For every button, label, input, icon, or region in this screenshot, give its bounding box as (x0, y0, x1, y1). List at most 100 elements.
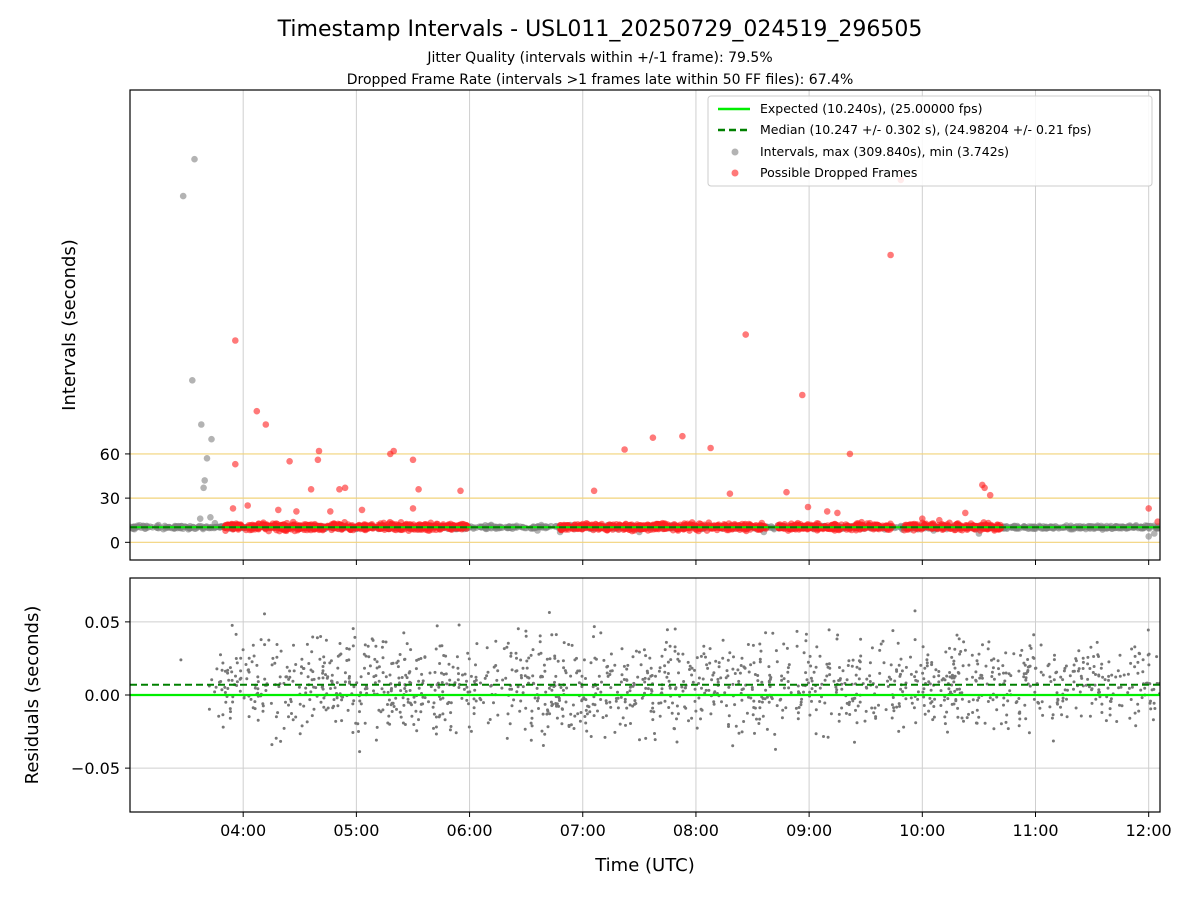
residual-point (838, 677, 842, 681)
residual-point (916, 679, 919, 683)
residual-point (743, 666, 747, 670)
residual-point (974, 678, 978, 682)
residual-point (329, 687, 332, 690)
residual-point (990, 658, 993, 662)
residual-point (745, 711, 749, 715)
residual-point (1100, 702, 1104, 706)
residual-point (553, 654, 557, 658)
residual-point (663, 648, 667, 652)
residual-point (1063, 666, 1067, 670)
residual-point (432, 712, 436, 716)
residual-point (709, 712, 713, 716)
residual-point (695, 726, 699, 730)
residual-point (1149, 699, 1152, 703)
residual-point (700, 686, 703, 690)
residual-point (486, 670, 490, 674)
residual-point (1127, 686, 1131, 690)
residual-point (962, 640, 966, 644)
residual-point (922, 677, 926, 681)
residual-point (789, 691, 793, 695)
residual-point (330, 673, 334, 677)
residual-point (558, 699, 561, 702)
residual-point (932, 715, 936, 719)
residual-point (469, 729, 473, 733)
residual-point (621, 716, 625, 720)
residual-point (270, 743, 274, 747)
residual-point (543, 732, 547, 736)
residual-point (835, 637, 839, 641)
residual-point (864, 709, 868, 713)
residual-point (631, 655, 635, 659)
residual-point (774, 747, 777, 751)
residual-point (367, 655, 371, 659)
residual-point (508, 722, 512, 726)
dropped-frame-point (406, 525, 413, 532)
residual-point (916, 697, 920, 701)
residual-point (868, 674, 872, 678)
residual-point (221, 661, 225, 665)
residual-point (317, 676, 321, 680)
residual-point (384, 675, 388, 679)
residual-point (954, 698, 958, 701)
residual-point (1024, 717, 1028, 721)
residual-point (673, 645, 677, 649)
residual-point (359, 675, 363, 679)
residual-point (660, 687, 664, 691)
residual-point (747, 670, 751, 674)
residual-point (335, 681, 339, 685)
residual-point (1012, 652, 1016, 656)
residual-point (752, 661, 756, 665)
residual-point (374, 644, 378, 648)
residual-point (787, 686, 791, 690)
residual-point (952, 680, 956, 684)
residual-point (666, 660, 670, 664)
residual-point (409, 681, 413, 685)
residual-point (538, 634, 542, 638)
interval-point (1144, 522, 1151, 530)
residual-point (343, 671, 347, 675)
residual-point (555, 703, 559, 707)
residual-point (643, 680, 647, 684)
residual-point (1029, 646, 1033, 650)
residual-point (275, 655, 279, 659)
residual-point (986, 647, 990, 651)
residual-point (899, 657, 903, 661)
residual-point (530, 724, 534, 728)
residual-point (1120, 704, 1124, 708)
residual-point (564, 700, 568, 704)
residual-point (346, 708, 350, 712)
residual-point (771, 631, 775, 635)
interval-point (200, 484, 207, 492)
residual-point (531, 648, 535, 652)
residual-point (950, 655, 954, 659)
interval-point (534, 527, 541, 534)
residual-point (506, 712, 510, 716)
residual-point (340, 698, 344, 702)
residual-point (403, 657, 407, 661)
residual-point (530, 716, 534, 720)
residual-point (406, 697, 410, 701)
residual-point (716, 677, 720, 681)
residual-point (536, 696, 540, 700)
residual-point (307, 662, 311, 665)
residual-point (657, 669, 661, 673)
residual-point (1006, 699, 1010, 703)
residual-point (804, 671, 808, 675)
residual-point (351, 731, 355, 734)
residual-point (667, 679, 671, 683)
residual-point (437, 685, 441, 689)
residual-point (767, 665, 771, 669)
residual-point (703, 691, 707, 695)
residual-point (758, 717, 762, 721)
residual-point (923, 712, 927, 716)
residual-point (725, 704, 728, 708)
residual-point (519, 674, 523, 677)
residual-point (285, 675, 289, 679)
residual-point (929, 701, 933, 705)
residual-point (638, 738, 641, 742)
residual-point (848, 700, 851, 704)
residual-point (717, 665, 721, 669)
residual-point (1133, 711, 1137, 715)
residual-point (768, 673, 772, 677)
residual-point (572, 727, 576, 730)
